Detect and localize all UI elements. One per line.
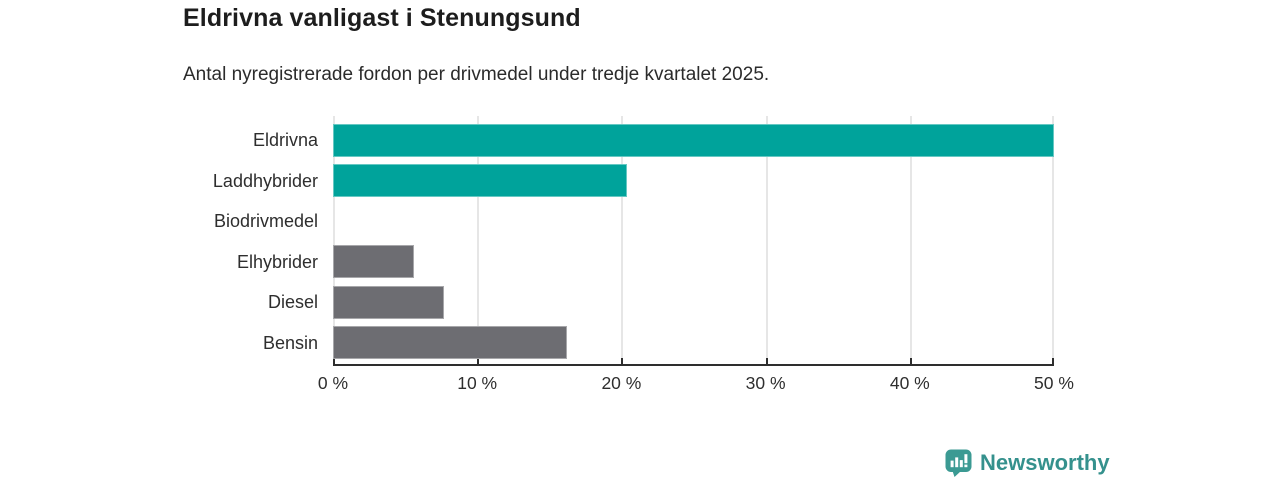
x-axis-tick-50	[1052, 358, 1054, 364]
bar-elhybrider	[333, 245, 414, 278]
bar-chart-speech-bubble-icon	[945, 449, 972, 477]
x-tick-label-20: 20 %	[601, 373, 642, 393]
category-label-eldrivna: Eldrivna	[252, 130, 318, 150]
category-label-bensin: Bensin	[262, 332, 318, 353]
chart-title: Eldrivna vanligast i Stenungsund	[183, 4, 581, 32]
gridline-50	[1052, 116, 1054, 364]
x-axis-tick-40	[909, 358, 912, 364]
gridline-10	[477, 116, 480, 364]
bar-bensin	[333, 326, 567, 359]
x-tick-label-0: 0 %	[317, 373, 349, 393]
bar-eldrivna	[333, 123, 1054, 157]
x-tick-label-40: 40 %	[889, 373, 930, 393]
gridline-0	[333, 116, 335, 364]
gridline-30	[765, 116, 768, 364]
x-axis-tick-30	[765, 358, 768, 364]
chart-subtitle: Antal nyregistrerade fordon per drivmede…	[183, 64, 770, 85]
gridline-20	[621, 116, 624, 364]
x-tick-label-10: 10 %	[457, 373, 498, 393]
newsworthy-logo-text: Newsworthy	[980, 449, 1110, 475]
category-label-diesel: Diesel	[267, 292, 318, 312]
gridline-40	[909, 116, 912, 364]
plot-area	[333, 116, 1054, 366]
category-label-laddhybrider: Laddhybrider	[212, 170, 318, 191]
bar-laddhybrider	[333, 164, 628, 197]
category-label-biodrivmedel: Biodrivmedel	[213, 211, 318, 231]
x-axis-tick-20	[621, 358, 624, 364]
x-axis-tick-0	[333, 358, 335, 364]
x-axis-tick-10	[477, 358, 480, 364]
category-label-elhybrider: Elhybrider	[236, 251, 318, 272]
x-tick-label-50: 50 %	[1034, 373, 1074, 393]
newsworthy-logo[interactable]: Newsworthy	[944, 448, 1110, 477]
bar-diesel	[333, 285, 445, 319]
x-tick-label-30: 30 %	[745, 373, 786, 393]
